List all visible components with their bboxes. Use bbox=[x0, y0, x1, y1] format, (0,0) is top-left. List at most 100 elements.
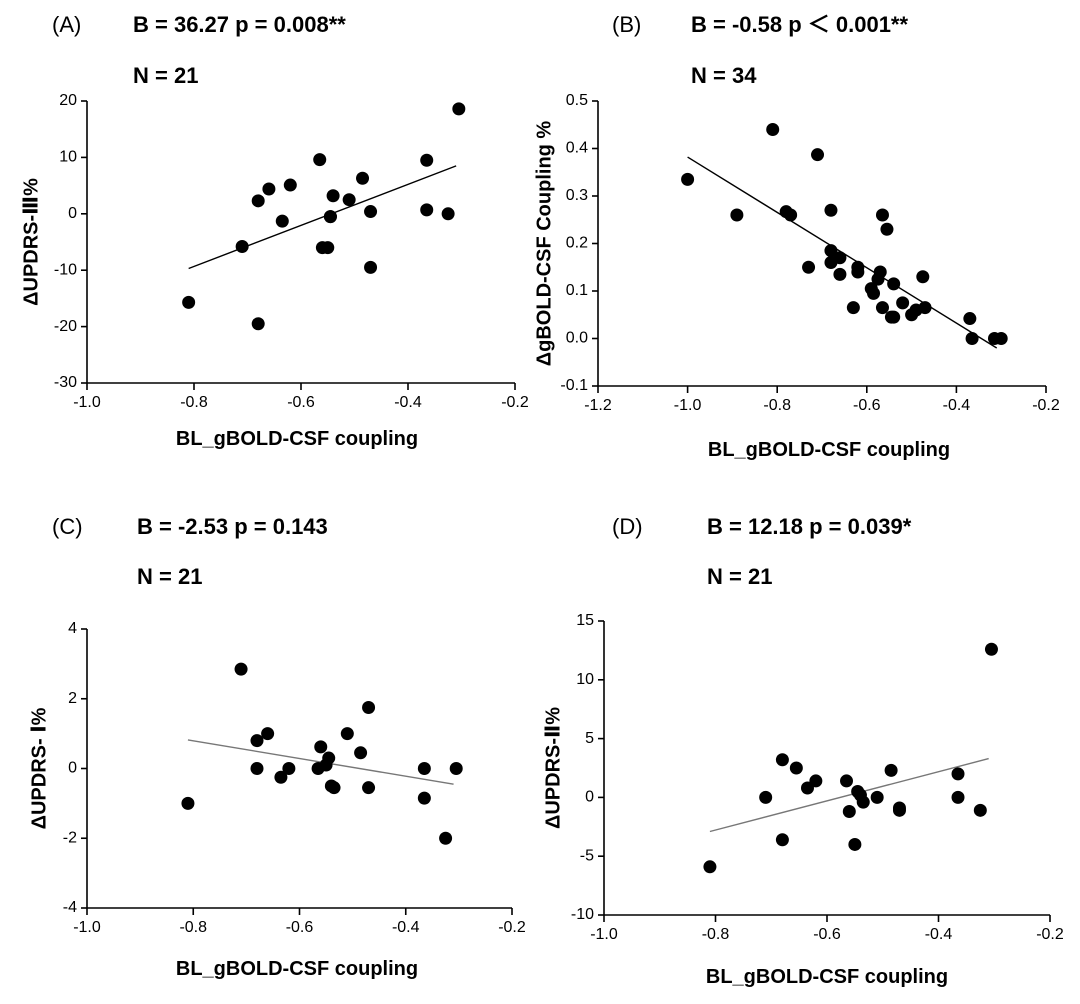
data-point-a bbox=[342, 193, 356, 207]
y-tick-label-c: -2 bbox=[63, 829, 77, 846]
data-point-b bbox=[963, 312, 977, 326]
x-tick-label-d: -0.2 bbox=[1036, 926, 1064, 943]
y-tick-label-d: 10 bbox=[576, 671, 594, 688]
y-tick-label-b: 0.2 bbox=[566, 235, 588, 252]
data-point-a bbox=[262, 182, 276, 196]
x-tick-label-c: -0.4 bbox=[392, 919, 420, 936]
data-point-b bbox=[867, 286, 881, 300]
data-point-d bbox=[842, 805, 856, 819]
y-tick-label-d: 15 bbox=[576, 612, 594, 629]
x-tick-label-d: -0.6 bbox=[813, 926, 841, 943]
data-point-a bbox=[364, 260, 378, 274]
x-tick-label-c: -0.8 bbox=[179, 919, 207, 936]
y-tick-label-d: -10 bbox=[571, 906, 594, 923]
data-point-d bbox=[951, 767, 965, 781]
x-tick-label-a: -0.6 bbox=[287, 394, 315, 411]
data-point-c bbox=[250, 734, 264, 748]
data-point-c bbox=[439, 831, 453, 845]
data-point-b bbox=[833, 251, 847, 265]
data-point-d bbox=[856, 795, 870, 809]
chart-c: (C) B = -2.53 p = 0.143 N = 21 -4 -2 0 2 4 -1.0 -… bbox=[28, 514, 526, 980]
data-point-a bbox=[235, 240, 249, 254]
data-point-b bbox=[846, 301, 860, 315]
data-point-b bbox=[851, 265, 865, 279]
data-point-d bbox=[775, 833, 789, 847]
data-point-a bbox=[326, 189, 340, 203]
data-point-a bbox=[323, 210, 337, 224]
data-point-b bbox=[784, 208, 798, 222]
x-tick-label-a: -1.0 bbox=[73, 394, 101, 411]
stats-label-c: B = -2.53 p = 0.143 bbox=[137, 514, 328, 539]
data-point-c bbox=[181, 796, 195, 810]
stats-label-a: B = 36.27 p = 0.008** bbox=[133, 12, 346, 37]
y-tick-label-c: 2 bbox=[68, 690, 77, 707]
data-point-a bbox=[251, 317, 265, 331]
y-tick-label-c: 4 bbox=[68, 620, 77, 637]
y-tick-label-b: 0.4 bbox=[566, 140, 588, 157]
data-point-d bbox=[984, 642, 998, 656]
data-point-b bbox=[824, 244, 838, 258]
data-point-c bbox=[274, 770, 288, 784]
data-point-b bbox=[802, 260, 816, 274]
data-point-d bbox=[840, 774, 854, 788]
data-point-b bbox=[887, 277, 901, 291]
x-tick-label-d: -0.4 bbox=[925, 926, 953, 943]
data-point-d bbox=[892, 803, 906, 817]
stats-label-b: B = -0.58 p ＜ 0.001** bbox=[691, 12, 908, 37]
data-point-d bbox=[848, 837, 862, 851]
y-tick-label-d: -5 bbox=[580, 847, 594, 864]
data-point-d bbox=[759, 790, 773, 804]
y-axis-title-c: ΔUPDRS- Ⅰ% bbox=[28, 707, 50, 829]
data-point-b bbox=[824, 203, 838, 217]
data-point-d bbox=[973, 803, 987, 817]
data-point-b bbox=[887, 310, 901, 324]
data-point-c bbox=[417, 791, 431, 805]
y-tick-label-b: -0.1 bbox=[560, 377, 588, 394]
data-point-d bbox=[951, 790, 965, 804]
y-tick-label-a: 0 bbox=[68, 205, 77, 222]
data-point-b bbox=[873, 265, 887, 279]
data-point-a bbox=[441, 207, 455, 221]
data-point-a bbox=[275, 214, 289, 228]
regression-line-d bbox=[709, 757, 989, 833]
y-tick-label-a: -30 bbox=[54, 374, 77, 391]
data-point-b bbox=[730, 208, 744, 222]
data-point-c bbox=[327, 781, 341, 795]
data-point-d bbox=[789, 761, 803, 775]
x-axis-title-b: BL_gBOLD-CSF coupling bbox=[708, 439, 950, 461]
x-tick-label-b: -0.8 bbox=[763, 397, 791, 414]
data-point-d bbox=[809, 774, 823, 788]
panel-label-a: (A) bbox=[52, 12, 81, 37]
y-tick-label-b: 0.5 bbox=[566, 92, 588, 109]
x-tick-label-b: -1.2 bbox=[584, 397, 612, 414]
x-tick-label-a: -0.8 bbox=[180, 394, 208, 411]
x-tick-label-d: -1.0 bbox=[590, 926, 618, 943]
x-tick-label-c: -0.2 bbox=[498, 919, 526, 936]
data-point-d bbox=[703, 860, 717, 874]
y-tick-label-c: 0 bbox=[68, 760, 77, 777]
x-tick-label-b: -0.4 bbox=[943, 397, 971, 414]
data-point-a bbox=[356, 171, 370, 185]
y-tick-label-a: -10 bbox=[54, 261, 77, 278]
regression-line-a bbox=[188, 165, 457, 270]
data-point-c bbox=[417, 762, 431, 775]
x-tick-label-b: -0.6 bbox=[853, 397, 881, 414]
chart-b: (B) B = -0.58 p ＜ 0.001** N = 34 -0.1 0.0 0.1… bbox=[533, 12, 1060, 461]
data-point-b bbox=[875, 301, 889, 315]
data-point-b bbox=[896, 296, 910, 310]
data-point-c bbox=[322, 751, 336, 765]
data-point-a bbox=[452, 102, 466, 116]
data-point-a bbox=[321, 241, 335, 255]
data-point-a bbox=[364, 205, 378, 219]
data-point-b bbox=[833, 267, 847, 281]
data-point-a bbox=[283, 178, 297, 192]
data-point-b bbox=[994, 332, 1008, 345]
data-point-a bbox=[251, 194, 265, 208]
data-point-a bbox=[420, 153, 434, 167]
panel-label-c: (C) bbox=[52, 514, 83, 539]
n-label-d: N = 21 bbox=[707, 564, 772, 589]
y-tick-label-a: 10 bbox=[59, 149, 77, 166]
y-tick-label-b: 0.0 bbox=[566, 330, 588, 347]
data-point-a bbox=[182, 295, 196, 309]
